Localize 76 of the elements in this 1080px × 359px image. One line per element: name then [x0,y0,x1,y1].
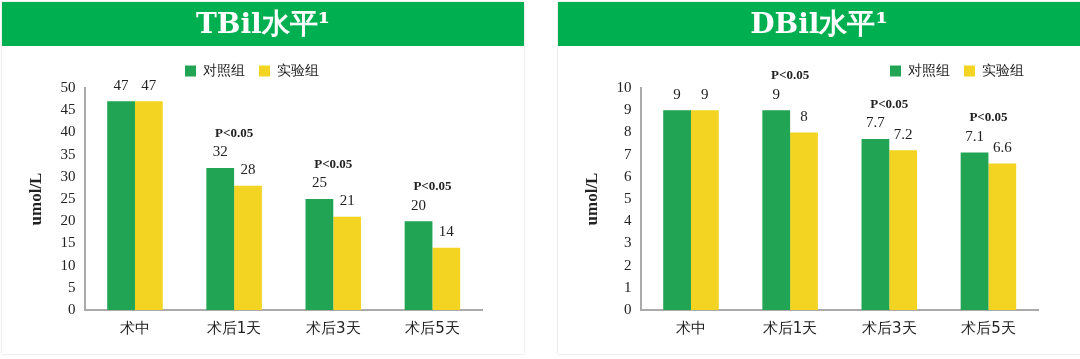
bar [663,110,691,310]
legend-label: 实验组 [277,61,319,78]
y-tick-label: 1 [623,278,632,295]
y-tick-label: 9 [623,101,632,118]
y-tick-label: 35 [60,145,76,162]
bar [861,139,890,310]
bar [234,185,262,310]
y-tick-label: 50 [60,78,76,95]
data-label: 7.1 [965,127,984,144]
chart-title: DBil水平¹ [558,2,1080,46]
bar [790,132,818,310]
x-tick-label: 术中 [675,318,706,337]
legend-label: 对照组 [203,61,245,78]
data-label: 21 [339,192,355,209]
y-tick-label: 6 [623,167,632,184]
data-label: 14 [438,223,455,240]
y-tick-label: 10 [616,78,632,95]
annotation: P<0.05 [870,95,909,111]
y-tick-label: 45 [60,101,76,118]
y-tick-label: 10 [60,256,76,273]
bar [988,163,1017,310]
data-label: 9 [701,85,709,102]
y-tick-label: 2 [623,256,632,273]
annotation: P<0.05 [215,124,254,140]
bar [690,110,719,310]
y-tick-label: 5 [67,278,76,295]
data-label: 7.7 [866,114,886,131]
legend-label: 对照组 [908,61,950,78]
chart-title: TBil水平¹ [2,2,524,46]
y-tick-label: 4 [623,212,632,229]
x-tick-label: 术后1天 [762,318,818,337]
y-tick-label: 0 [623,300,632,317]
bar [206,167,235,310]
x-tick-label: 术后5天 [961,318,1016,337]
data-label: 20 [411,196,427,213]
x-tick-label: 术后3天 [306,318,361,337]
bar [889,150,918,310]
x-tick-label: 术后1天 [206,318,262,337]
y-tick-label: 30 [60,167,76,184]
data-label: 9 [772,85,780,102]
bar [762,110,791,310]
y-axis-title: umol/L [25,172,45,226]
y-tick-label: 20 [60,212,76,229]
x-tick-label: 术后3天 [862,318,917,337]
bar [107,101,135,310]
data-label: 47 [113,76,130,93]
y-tick-label: 0 [67,300,76,317]
data-label: 25 [311,174,327,191]
bar [134,101,163,310]
data-label: 47 [141,76,157,93]
annotation: P<0.05 [314,155,353,171]
y-tick-label: 5 [623,189,632,206]
data-label: 6.6 [992,138,1013,155]
x-tick-label: 术后5天 [405,318,460,337]
legend-label: 实验组 [982,61,1024,78]
data-label: 28 [240,161,256,178]
y-tick-label: 3 [623,234,632,251]
bar [404,221,433,310]
y-axis-title: umol/L [581,172,601,226]
y-tick-label: 7 [623,145,632,162]
bar [432,247,461,310]
data-label: 8 [800,107,808,124]
data-label: 9 [673,85,681,102]
y-tick-label: 15 [60,234,76,251]
annotation: P<0.05 [413,178,452,194]
text: P<0.05 [771,67,810,83]
bar [333,216,362,310]
y-tick-label: 25 [60,189,76,206]
annotation: P<0.05 [969,109,1008,125]
bar [305,199,334,310]
y-tick-label: 8 [623,123,632,140]
bar [960,152,989,310]
data-label: 32 [212,143,228,160]
data-label: 7.2 [893,125,913,142]
x-tick-label: 术中 [119,318,150,337]
y-tick-label: 40 [60,123,76,140]
